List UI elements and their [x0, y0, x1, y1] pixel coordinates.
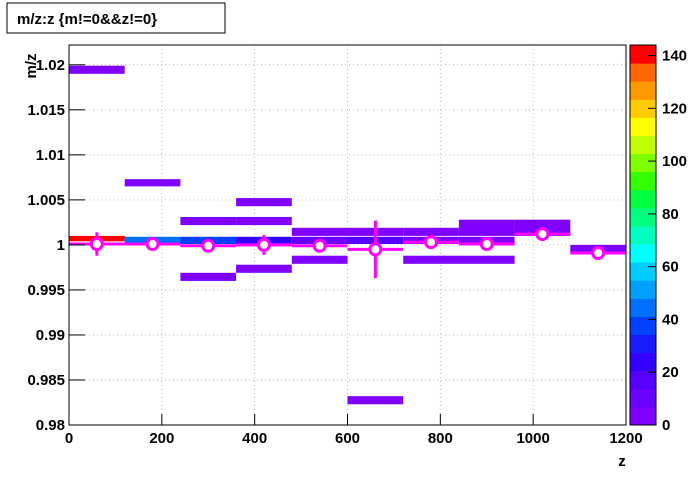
x-tick-label: 600 [335, 430, 360, 447]
y-tick-label: 1.01 [36, 147, 65, 164]
cell [69, 65, 125, 74]
z-tick-label: 120 [662, 100, 687, 117]
profile-point [256, 237, 271, 252]
x-axis-label: z [618, 453, 626, 470]
y-tick-label: 0.995 [27, 282, 65, 299]
x-tick-label: 0 [65, 430, 73, 447]
y-tick-label: 1.005 [27, 192, 65, 209]
cell [124, 179, 181, 187]
z-tick-label: 60 [662, 259, 679, 276]
title-box [6, 2, 226, 34]
x-tick-label: 800 [428, 430, 453, 447]
chart-title: m/z:z {m!=0&&z!=0} [17, 11, 157, 28]
color-bar-band [630, 388, 656, 408]
cell [403, 255, 515, 264]
y-tick-label: 1.015 [27, 102, 65, 119]
color-bar-band [630, 99, 656, 118]
color-bar-frame [629, 44, 657, 426]
z-tick-label: 40 [662, 311, 679, 328]
cell [291, 255, 348, 264]
color-bar-band [630, 189, 656, 209]
profile-point [201, 238, 216, 253]
cell [236, 264, 292, 273]
profile-point [535, 227, 550, 242]
x-tick-label: 400 [242, 430, 267, 447]
profile-point [424, 235, 439, 250]
profile-point [145, 237, 160, 252]
cell [236, 198, 292, 207]
cell [180, 272, 237, 281]
cell [347, 396, 404, 405]
y-tick-label: 0.99 [36, 327, 65, 344]
color-bar-band [630, 280, 656, 299]
cell [236, 216, 292, 226]
cell [458, 219, 515, 236]
color-bar-band [630, 298, 656, 317]
z-tick-label: 100 [662, 153, 687, 170]
color-bar-band [630, 207, 656, 227]
color-bar-band [630, 45, 656, 64]
x-tick-label: 1200 [609, 430, 642, 447]
cell [180, 216, 237, 226]
color-bar-band [630, 63, 656, 82]
cell [403, 227, 459, 236]
profile-point [479, 237, 494, 252]
color-bar-band [630, 316, 656, 336]
color-bar-band [630, 81, 656, 100]
color-bar-band [630, 244, 656, 263]
z-tick-label: 80 [662, 206, 679, 223]
profile-point [591, 246, 606, 261]
x-tick-label: 200 [149, 430, 174, 447]
color-bar-band [630, 262, 656, 281]
color-bar-band [630, 153, 656, 173]
color-bar-band [630, 171, 656, 191]
color-bar-band [630, 225, 656, 245]
x-tick-label: 1000 [516, 430, 549, 447]
color-bar-band [630, 135, 656, 155]
y-tick-label: 1 [57, 237, 65, 254]
profile-point [368, 242, 383, 257]
y-tick-label: 1.02 [36, 57, 65, 74]
y-axis-label: m/z [23, 53, 40, 78]
profile-point [312, 238, 327, 253]
color-bar-band [630, 334, 656, 354]
cell [291, 227, 348, 236]
color-bar-band [630, 117, 656, 136]
profile-point [89, 237, 104, 252]
z-tick-label: 140 [662, 48, 687, 65]
z-tick-label: 0 [662, 417, 670, 434]
z-tick-label: 20 [662, 364, 679, 381]
color-bar-band [630, 406, 656, 426]
color-bar-band [630, 352, 656, 372]
color-bar-band [630, 370, 656, 390]
y-tick-label: 0.98 [36, 417, 65, 434]
y-tick-label: 0.985 [27, 372, 65, 389]
